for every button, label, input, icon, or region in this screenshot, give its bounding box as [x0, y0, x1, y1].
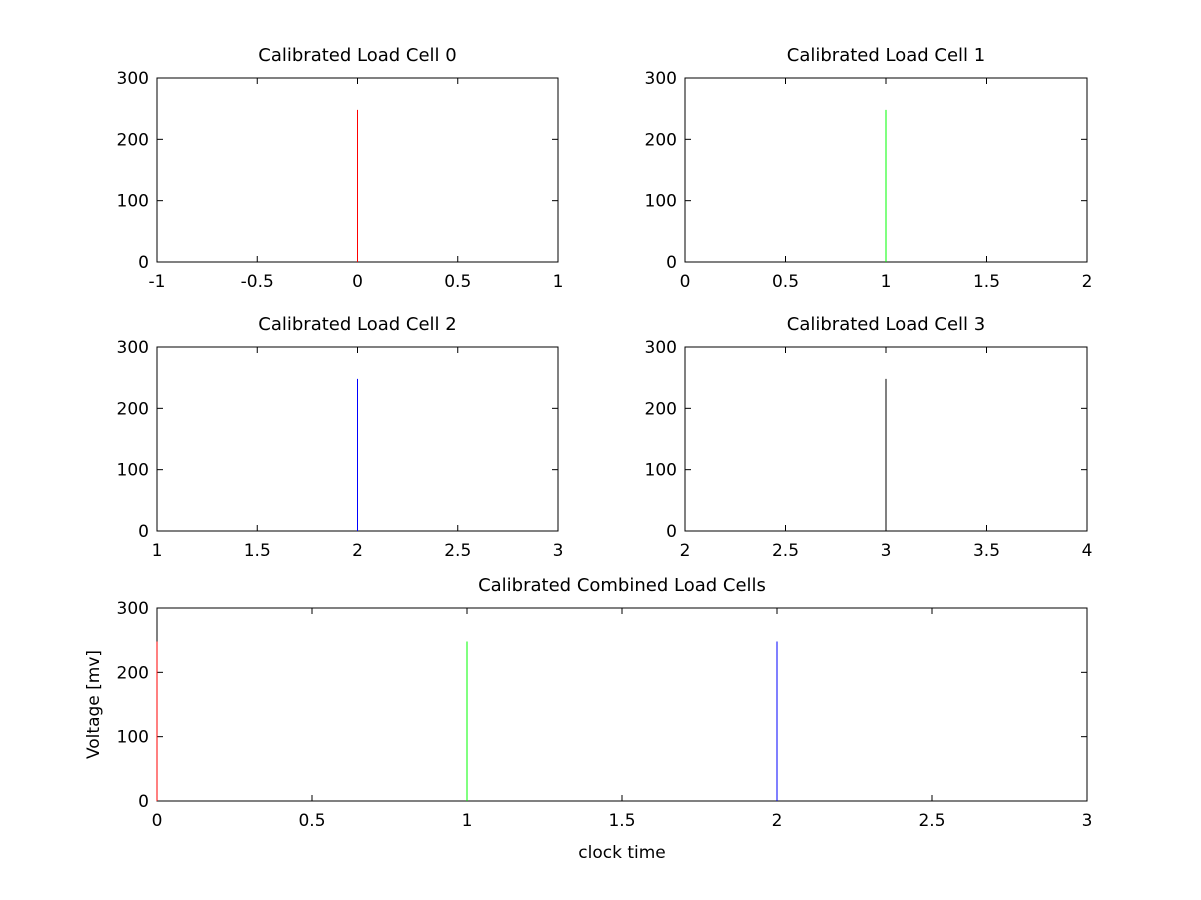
chart-4-y-tick-label: 0 — [138, 792, 149, 812]
chart-2-y-tick-label: 100 — [117, 461, 149, 481]
chart-2-y-tick-label: 200 — [117, 399, 149, 419]
chart-3-y-tick-label: 200 — [645, 399, 677, 419]
chart-3-x-tick-label: 3.5 — [973, 541, 1000, 561]
chart-0-y-tick-label: 300 — [117, 69, 149, 89]
chart-4: 0 0.5 1 1.5 2 2.5 3 0 100 200 300 Calibrated Combin… — [84, 575, 1092, 863]
chart-2-x-tick-label: 2.5 — [444, 541, 471, 561]
chart-0-y-tick-label: 100 — [117, 192, 149, 212]
chart-3-x-tick-label: 3 — [881, 541, 892, 561]
chart-2-x-tick-label: 1 — [152, 541, 163, 561]
chart-4-y-tick-label: 300 — [117, 599, 149, 619]
chart-3-y-tick-label: 300 — [645, 338, 677, 358]
chart-4-axes-box — [156, 607, 1088, 802]
chart-1-y-tick-label: 100 — [645, 192, 677, 212]
chart-4-title: Calibrated Combined Load Cells — [478, 575, 766, 596]
chart-3-x-tick-label: 2 — [680, 541, 691, 561]
chart-2-title: Calibrated Load Cell 2 — [258, 314, 456, 335]
chart-3: 2 2.5 3 3.5 4 0 100 200 300 Calibrated Load Cell … — [645, 314, 1093, 561]
chart-1-y-tick-label: 0 — [666, 253, 677, 273]
chart-4-x-tick-label: 2.5 — [918, 811, 945, 831]
chart-1-x-tick-label: 0.5 — [772, 272, 799, 292]
chart-4-x-tick-label: 0 — [152, 811, 163, 831]
chart-4-x-tick-label: 1 — [462, 811, 473, 831]
chart-4-x-tick-label: 1.5 — [608, 811, 635, 831]
chart-1-x-tick-label: 0 — [680, 272, 691, 292]
chart-3-y-tick-label: 0 — [666, 522, 677, 542]
chart-0: -1 -0.5 0 0.5 1 0 100 200 300 Calibrated Load Cel… — [117, 45, 564, 292]
chart-1-y-tick-label: 200 — [645, 130, 677, 150]
chart-1-x-tick-label: 1 — [881, 272, 892, 292]
chart-1-x-tick-label: 1.5 — [973, 272, 1000, 292]
chart-4-x-tick-label: 2 — [772, 811, 783, 831]
chart-0-y-tick-label: 200 — [117, 130, 149, 150]
chart-3-y-tick-label: 100 — [645, 461, 677, 481]
chart-2: 1 1.5 2 2.5 3 0 100 200 300 Calibrated Load Cell … — [117, 314, 564, 561]
chart-3-title: Calibrated Load Cell 3 — [787, 314, 985, 335]
chart-3-x-tick-label: 4 — [1082, 541, 1093, 561]
chart-0-x-tick-label: 1 — [553, 272, 564, 292]
chart-1: 0 0.5 1 1.5 2 0 100 200 300 Calibrated Load Cell … — [645, 45, 1093, 292]
chart-0-x-tick-label: 0.5 — [444, 272, 471, 292]
chart-4-y-tick-label: 200 — [117, 663, 149, 683]
chart-1-x-tick-label: 2 — [1082, 272, 1093, 292]
chart-0-x-tick-label: -0.5 — [241, 272, 274, 292]
chart-2-y-tick-label: 0 — [138, 522, 149, 542]
chart-2-y-tick-label: 300 — [117, 338, 149, 358]
chart-4-y-axis-label: Voltage [mv] — [84, 650, 104, 759]
chart-0-x-tick-label: 0 — [352, 272, 363, 292]
chart-1-y-tick-label: 300 — [645, 69, 677, 89]
chart-2-x-tick-label: 1.5 — [244, 541, 271, 561]
chart-4-x-tick-label: 3 — [1082, 811, 1093, 831]
chart-4-x-axis-label: clock time — [578, 843, 665, 863]
chart-4-y-tick-label: 100 — [117, 728, 149, 748]
chart-0-y-tick-label: 0 — [138, 253, 149, 273]
chart-1-title: Calibrated Load Cell 1 — [787, 45, 985, 66]
chart-0-x-tick-label: -1 — [149, 272, 166, 292]
chart-3-x-tick-label: 2.5 — [772, 541, 799, 561]
chart-2-x-tick-label: 2 — [352, 541, 363, 561]
chart-4-x-tick-label: 0.5 — [298, 811, 325, 831]
chart-0-title: Calibrated Load Cell 0 — [258, 45, 456, 66]
chart-2-x-tick-label: 3 — [553, 541, 564, 561]
